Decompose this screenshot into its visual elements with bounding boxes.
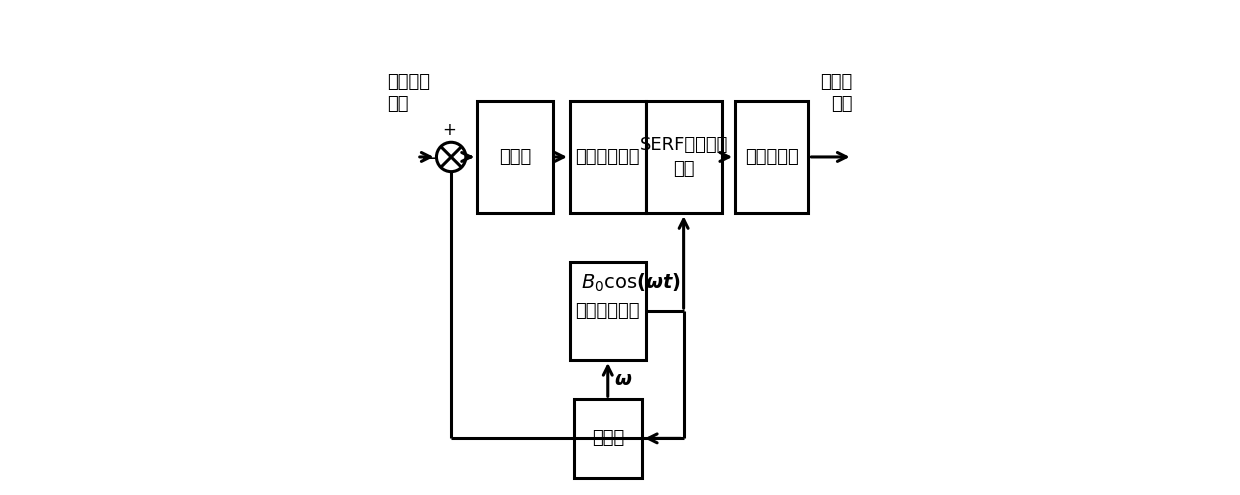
Text: 横向线圈驱动: 横向线圈驱动	[575, 302, 640, 320]
Bar	[477, 100, 553, 213]
Text: −: −	[420, 149, 438, 168]
Text: 低通滤波器: 低通滤波器	[745, 148, 799, 166]
Circle shape	[436, 142, 466, 172]
Bar	[570, 100, 646, 213]
Text: 锁相环: 锁相环	[591, 429, 624, 447]
Text: $\boldsymbol{\omega}$: $\boldsymbol{\omega}$	[614, 370, 632, 389]
Bar	[574, 399, 642, 478]
Bar	[570, 262, 646, 360]
Text: $\boldsymbol{B_0\cos(\omega t)}$: $\boldsymbol{B_0\cos(\omega t)}$	[582, 272, 681, 294]
Text: 纵向线圈驱动: 纵向线圈驱动	[575, 148, 640, 166]
Text: 电子共振
频率: 电子共振 频率	[388, 73, 430, 113]
Bar	[735, 100, 808, 213]
Text: 角速率
输出: 角速率 输出	[820, 73, 852, 113]
Text: 控制器: 控制器	[498, 148, 531, 166]
Bar	[646, 100, 722, 213]
Text: SERF原子自旋
陀螺: SERF原子自旋 陀螺	[640, 136, 728, 178]
Text: +: +	[441, 121, 456, 139]
